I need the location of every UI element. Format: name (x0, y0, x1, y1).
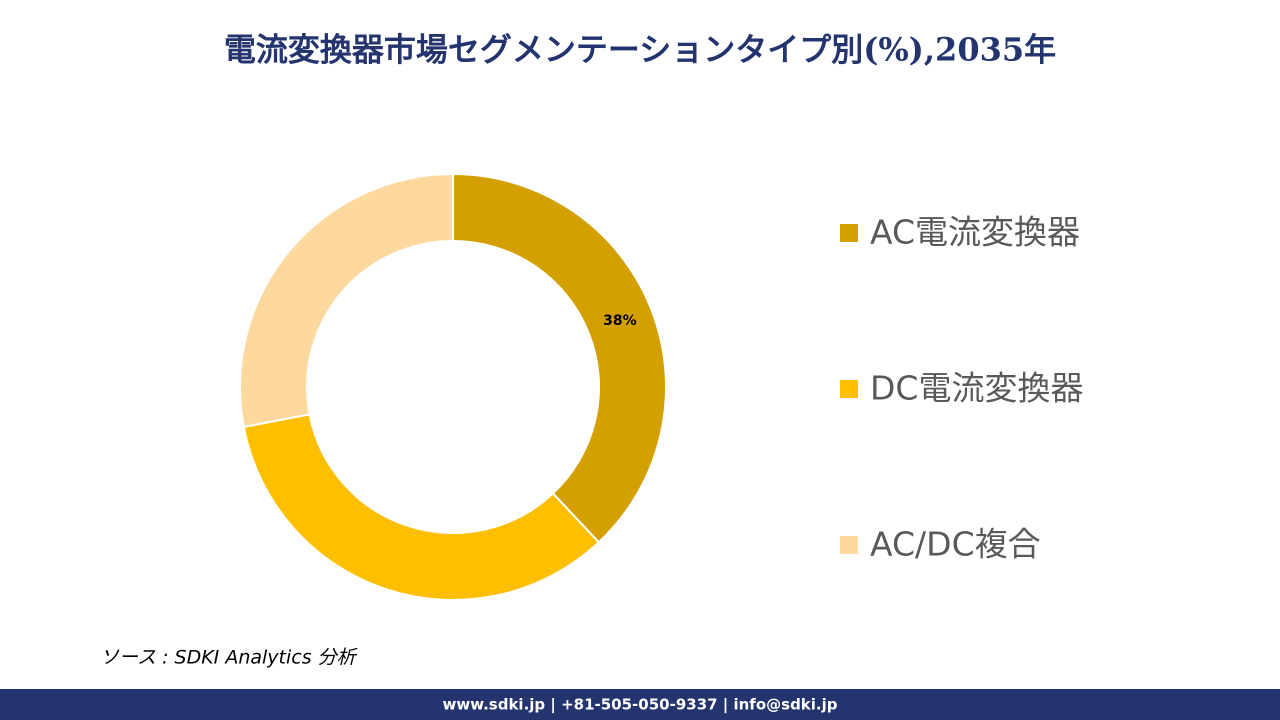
donut-segment (452, 172, 667, 544)
donut-segment (242, 413, 601, 601)
chart-title: 電流変換器市場セグメンテーションタイプ別(%),2035年 (224, 31, 1056, 69)
legend-label: AC電流変換器 (870, 213, 1080, 252)
legend-swatch (840, 536, 858, 554)
data-label: 38% (603, 313, 637, 329)
legend-label: AC/DC複合 (870, 525, 1041, 564)
legend-swatch (840, 224, 858, 242)
donut-segment (239, 172, 454, 429)
source-note: ソース : SDKI Analytics 分析 (100, 647, 359, 669)
legend-label: DC電流変換器 (870, 369, 1083, 408)
legend-swatch (840, 380, 858, 398)
footer-bar (0, 689, 1280, 720)
footer-text: www.sdki.jp | +81-505-050-9337 | info@sd… (442, 696, 837, 715)
